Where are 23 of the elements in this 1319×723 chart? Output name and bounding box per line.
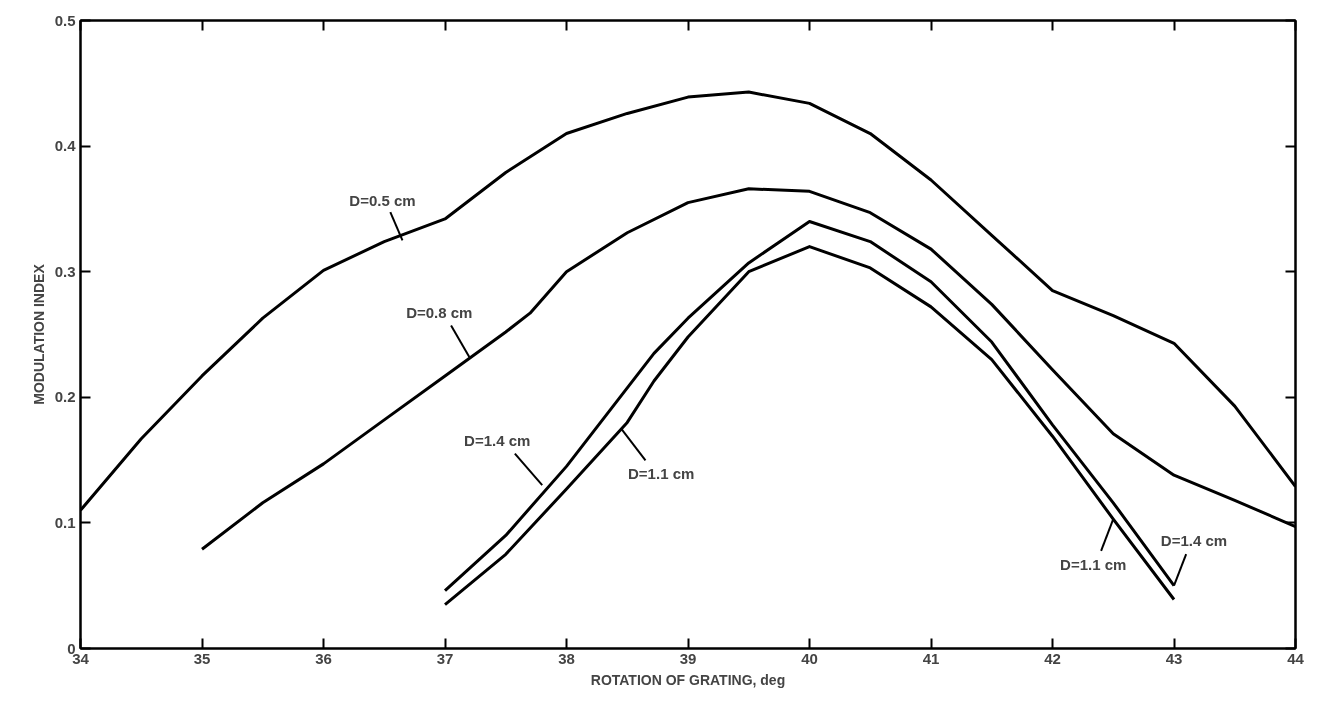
y-tick-label: 0.5 bbox=[54, 11, 76, 29]
y-tick-label: 0.2 bbox=[54, 388, 76, 406]
x-tick-label: 42 bbox=[1044, 649, 1061, 667]
annotation: D=1.1 cm bbox=[628, 465, 695, 483]
x-tick-label: 40 bbox=[801, 649, 818, 667]
y-axis-title: MODULATION INDEX bbox=[30, 263, 47, 405]
x-tick-label: 36 bbox=[315, 649, 332, 667]
annotation: D=1.4 cm bbox=[1160, 532, 1228, 550]
annotation: D=0.8 cm bbox=[406, 303, 473, 321]
x-tick-label: 39 bbox=[679, 649, 697, 667]
x-tick-label: 44 bbox=[1287, 649, 1305, 667]
y-tick-label: 0.3 bbox=[54, 262, 76, 280]
x-tick-label: 37 bbox=[436, 649, 454, 667]
x-tick-label: 43 bbox=[1165, 649, 1183, 667]
x-tick-label: 35 bbox=[193, 649, 211, 667]
annotation: D=1.4 cm bbox=[464, 431, 531, 449]
y-tick-label: 0.1 bbox=[54, 513, 76, 531]
x-axis-title: ROTATION OF GRATING, deg bbox=[590, 671, 786, 688]
annotation: D=1.1 cm bbox=[1060, 555, 1127, 573]
y-tick-label: 0.4 bbox=[54, 137, 77, 155]
annotation: D=0.5 cm bbox=[349, 191, 416, 209]
x-tick-label: 41 bbox=[922, 649, 940, 667]
x-tick-label: 38 bbox=[558, 649, 575, 667]
